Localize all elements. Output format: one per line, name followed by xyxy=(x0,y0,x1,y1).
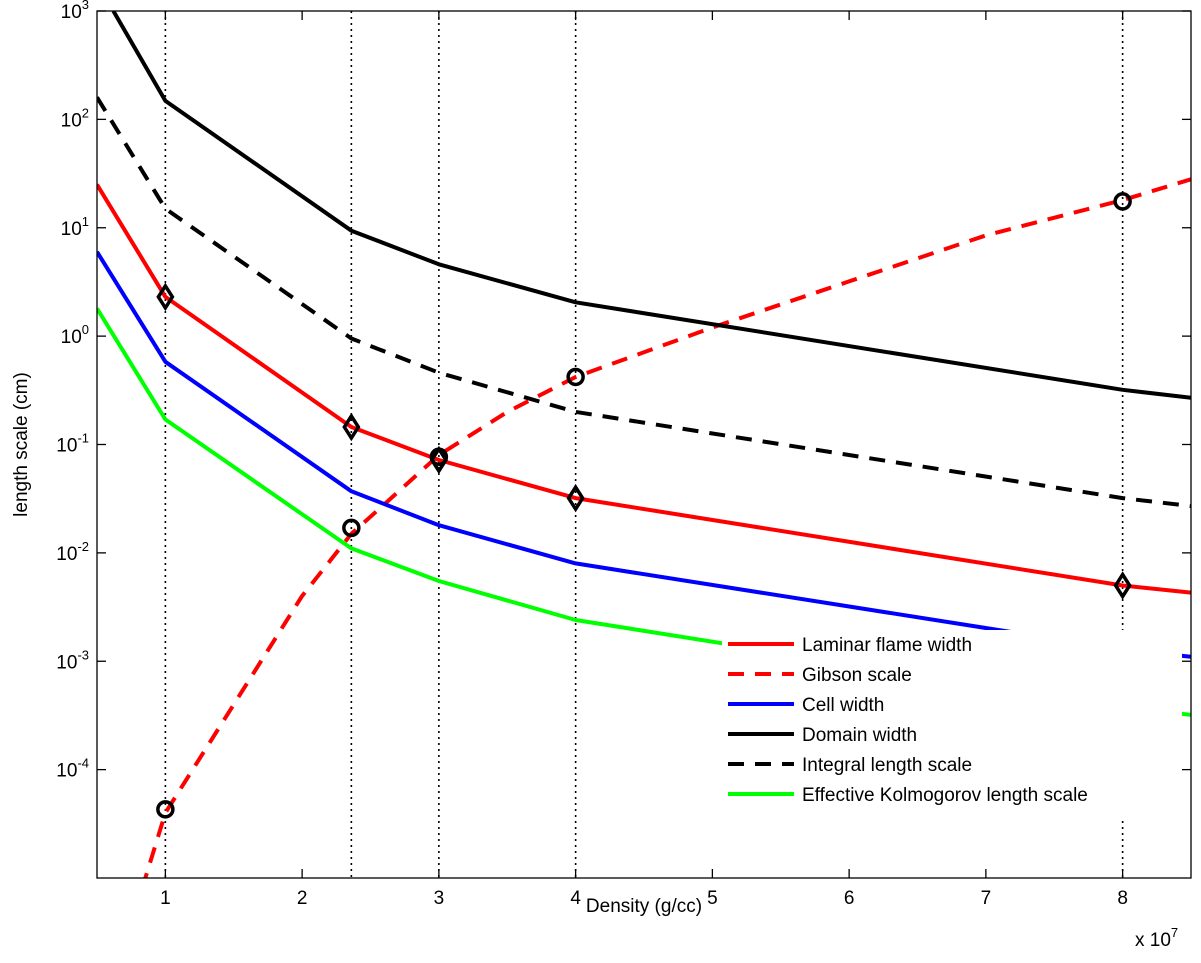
series-line xyxy=(143,177,1191,878)
y-tick-exponent: -1 xyxy=(77,431,89,446)
y-tick-base: 10 xyxy=(56,652,77,673)
x-tick-label: 8 xyxy=(1117,888,1128,909)
series-line xyxy=(97,96,1191,509)
x-tick-label: 5 xyxy=(707,888,718,909)
x-axis-title: Density (g/cc) xyxy=(586,896,702,917)
y-tick-exponent: 1 xyxy=(82,214,89,229)
diamond-marker xyxy=(429,445,448,475)
y-tick-base: 10 xyxy=(56,761,77,782)
x-tick-label: 6 xyxy=(844,888,855,909)
y-tick-exponent: 0 xyxy=(82,322,89,337)
circle-marker xyxy=(566,367,585,387)
data-markers xyxy=(156,192,1132,819)
y-tick-exponent: 2 xyxy=(82,105,89,120)
diamond-marker xyxy=(156,282,175,312)
y-tick-base: 10 xyxy=(56,544,77,565)
y-tick-label: 10-2 xyxy=(56,539,89,565)
y-tick-base: 10 xyxy=(61,219,82,240)
legend-label: Effective Kolmogorov length scale xyxy=(802,785,1088,806)
y-tick-label: 102 xyxy=(61,105,89,131)
axis-ticks xyxy=(97,10,1191,878)
legend-label: Cell width xyxy=(802,695,884,716)
diamond-marker xyxy=(1113,571,1132,600)
x-multiplier-base: x 10 xyxy=(1135,930,1171,951)
circle-marker xyxy=(429,447,449,467)
y-tick-label: 100 xyxy=(61,322,89,348)
legend-label: Domain width xyxy=(802,725,917,746)
y-tick-exponent: -4 xyxy=(77,756,89,771)
legend: Laminar flame width Gibson scale Cell widt… xyxy=(722,630,1182,820)
y-tick-label: 10-4 xyxy=(56,756,89,782)
y-tick-exponent: -3 xyxy=(77,647,89,662)
series-line xyxy=(111,11,1191,400)
series-line xyxy=(97,183,1191,595)
y-tick-exponent: 3 xyxy=(82,0,89,12)
legend-background xyxy=(722,630,1182,820)
y-tick-label: 10-3 xyxy=(56,647,89,673)
legend-label: Gibson scale xyxy=(802,665,912,686)
diamond-marker xyxy=(566,483,585,513)
x-tick-label: 1 xyxy=(160,888,171,909)
y-tick-label: 101 xyxy=(61,214,89,240)
y-axis-title: length scale (cm) xyxy=(11,372,32,517)
y-tick-base: 10 xyxy=(61,110,82,131)
circle-marker xyxy=(156,800,175,819)
x-tick-label: 2 xyxy=(297,888,308,909)
vertical-reference-lines xyxy=(164,11,1124,878)
y-tick-base: 10 xyxy=(56,436,77,457)
y-tick-base: 10 xyxy=(61,2,82,23)
circle-marker xyxy=(1113,192,1132,211)
y-tick-exponent: -2 xyxy=(77,539,89,554)
legend-label: Laminar flame width xyxy=(802,635,972,656)
circle-marker xyxy=(342,518,361,538)
x-tick-label: 4 xyxy=(570,888,581,909)
legend-label: Integral length scale xyxy=(802,755,972,776)
x-tick-label: 3 xyxy=(434,888,445,909)
y-tick-base: 10 xyxy=(61,327,82,348)
x-tick-label: 7 xyxy=(981,888,992,909)
y-tick-label: 103 xyxy=(61,0,89,23)
x-axis-multiplier: x 107 xyxy=(1135,925,1178,951)
x-multiplier-exponent: 7 xyxy=(1171,925,1178,940)
diamond-marker xyxy=(342,412,361,442)
y-tick-label: 10-1 xyxy=(56,431,89,457)
